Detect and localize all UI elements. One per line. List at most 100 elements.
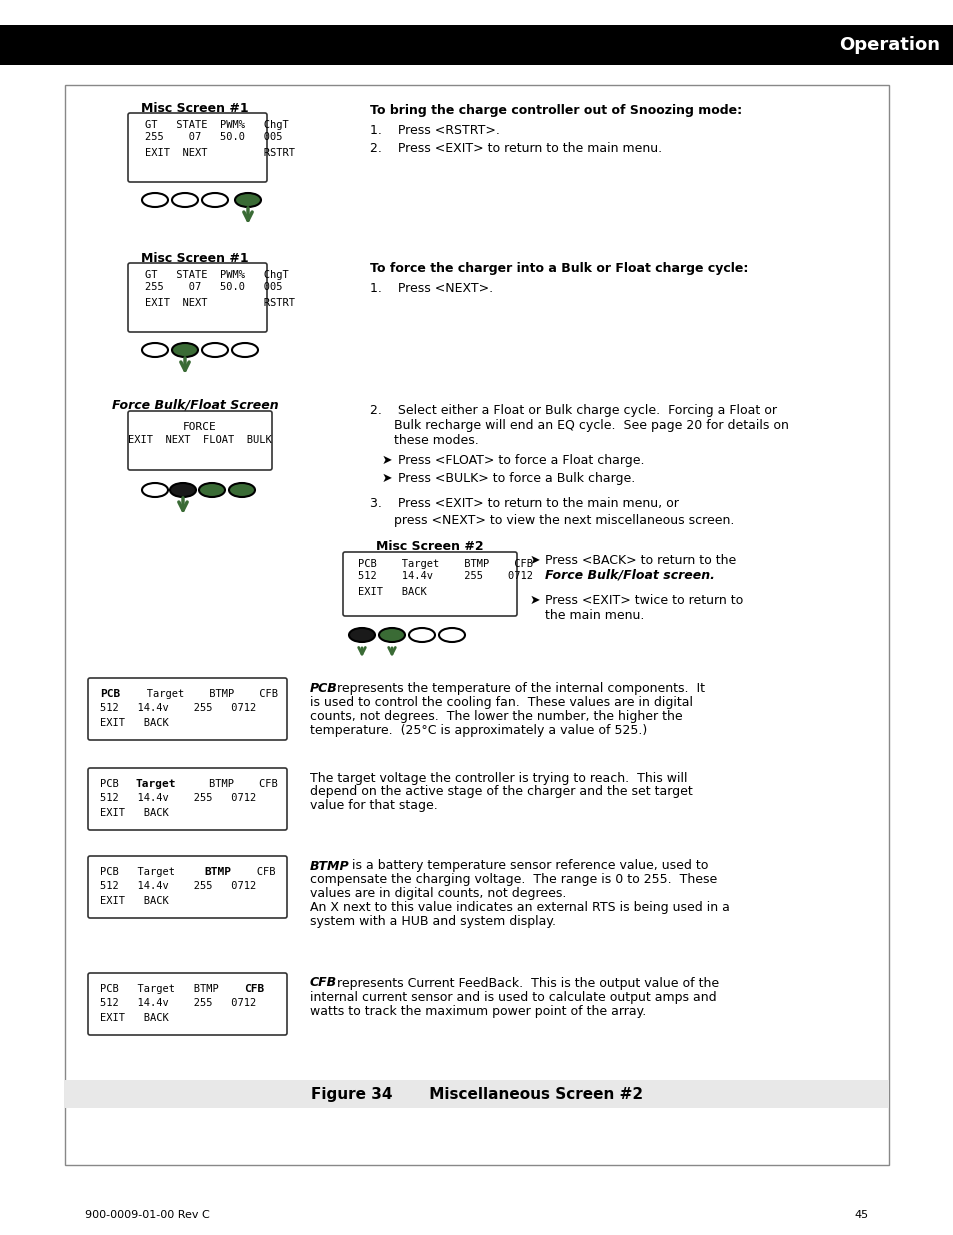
Text: PCB    Target    BTMP    CFB: PCB Target BTMP CFB: [357, 559, 533, 569]
Text: represents Current FeedBack.  This is the output value of the: represents Current FeedBack. This is the…: [333, 977, 719, 989]
Ellipse shape: [202, 193, 228, 207]
Text: Misc Screen #1: Misc Screen #1: [141, 252, 249, 264]
Ellipse shape: [232, 343, 257, 357]
Text: 255    07   50.0   005: 255 07 50.0 005: [145, 132, 282, 142]
Text: depend on the active stage of the charger and the set target: depend on the active stage of the charge…: [310, 785, 692, 799]
Text: 1.    Press <RSTRT>.: 1. Press <RSTRT>.: [370, 124, 499, 137]
Text: EXIT   BACK: EXIT BACK: [100, 718, 169, 727]
Text: PCB   Target: PCB Target: [100, 867, 193, 877]
Text: 45: 45: [854, 1210, 868, 1220]
Text: Force Bulk/Float Screen: Force Bulk/Float Screen: [112, 399, 278, 411]
Bar: [0, 25, 953, 65]
Bar: [65, 1079, 888, 1108]
Ellipse shape: [142, 483, 168, 496]
Ellipse shape: [378, 629, 405, 642]
Text: EXIT   BACK: EXIT BACK: [100, 1013, 169, 1023]
Text: EXIT  NEXT         RSTRT: EXIT NEXT RSTRT: [145, 148, 294, 158]
Text: Force Bulk/Float screen.: Force Bulk/Float screen.: [544, 568, 714, 582]
Text: ➤: ➤: [530, 553, 540, 567]
Text: internal current sensor and is used to calculate output amps and: internal current sensor and is used to c…: [310, 990, 716, 1004]
Text: BTMP: BTMP: [310, 860, 349, 872]
Text: CFB: CFB: [310, 977, 336, 989]
Ellipse shape: [202, 343, 228, 357]
Text: Press <EXIT> twice to return to: Press <EXIT> twice to return to: [544, 594, 742, 606]
Text: PCB   Target   BTMP: PCB Target BTMP: [100, 984, 237, 994]
Text: is used to control the cooling fan.  These values are in digital: is used to control the cooling fan. Thes…: [310, 695, 692, 709]
FancyBboxPatch shape: [128, 411, 272, 471]
FancyBboxPatch shape: [88, 856, 287, 918]
Text: CFB: CFB: [244, 984, 264, 994]
Text: PCB: PCB: [100, 689, 120, 699]
Text: PCB: PCB: [100, 779, 137, 789]
Ellipse shape: [234, 193, 261, 207]
FancyBboxPatch shape: [88, 973, 287, 1035]
Text: 255    07   50.0   005: 255 07 50.0 005: [145, 282, 282, 291]
Text: BTMP    CFB: BTMP CFB: [184, 779, 277, 789]
Ellipse shape: [438, 629, 464, 642]
Text: ➤: ➤: [381, 453, 392, 467]
Text: FORCE: FORCE: [183, 422, 216, 432]
Text: 512   14.4v    255   0712: 512 14.4v 255 0712: [100, 703, 256, 713]
Text: is a battery temperature sensor reference value, used to: is a battery temperature sensor referenc…: [348, 860, 708, 872]
Ellipse shape: [409, 629, 435, 642]
Ellipse shape: [349, 629, 375, 642]
Text: EXIT   BACK: EXIT BACK: [100, 808, 169, 818]
Text: CFB: CFB: [237, 867, 275, 877]
Text: Operation: Operation: [838, 36, 939, 54]
Text: represents the temperature of the internal components.  It: represents the temperature of the intern…: [333, 682, 704, 694]
Text: ➤: ➤: [530, 594, 540, 606]
Text: values are in digital counts, not degrees.: values are in digital counts, not degree…: [310, 888, 566, 900]
Text: 512   14.4v    255   0712: 512 14.4v 255 0712: [100, 998, 256, 1008]
Text: 900-0009-01-00 Rev C: 900-0009-01-00 Rev C: [85, 1210, 210, 1220]
Ellipse shape: [142, 193, 168, 207]
Text: Figure 34       Miscellaneous Screen #2: Figure 34 Miscellaneous Screen #2: [311, 1087, 642, 1102]
FancyBboxPatch shape: [88, 678, 287, 740]
Text: Bulk recharge will end an EQ cycle.  See page 20 for details on: Bulk recharge will end an EQ cycle. See …: [370, 419, 788, 431]
Text: Press <FLOAT> to force a Float charge.: Press <FLOAT> to force a Float charge.: [397, 453, 644, 467]
Text: Misc Screen #2: Misc Screen #2: [375, 540, 483, 552]
Text: watts to track the maximum power point of the array.: watts to track the maximum power point o…: [310, 1004, 645, 1018]
Text: EXIT   BACK: EXIT BACK: [100, 897, 169, 906]
FancyBboxPatch shape: [88, 768, 287, 830]
Text: press <NEXT> to view the next miscellaneous screen.: press <NEXT> to view the next miscellane…: [370, 514, 734, 526]
Text: these modes.: these modes.: [370, 433, 478, 447]
Text: Press <BULK> to force a Bulk charge.: Press <BULK> to force a Bulk charge.: [397, 472, 635, 484]
Text: PCB: PCB: [310, 682, 337, 694]
Text: GT   STATE  PWM%   ChgT: GT STATE PWM% ChgT: [145, 270, 289, 280]
Ellipse shape: [170, 483, 195, 496]
Ellipse shape: [172, 193, 198, 207]
FancyBboxPatch shape: [343, 552, 517, 616]
Ellipse shape: [229, 483, 254, 496]
Text: The target voltage the controller is trying to reach.  This will: The target voltage the controller is try…: [310, 772, 687, 784]
FancyBboxPatch shape: [128, 112, 267, 182]
Text: Target    BTMP    CFB: Target BTMP CFB: [128, 689, 277, 699]
Text: temperature.  (25°C is approximately a value of 525.): temperature. (25°C is approximately a va…: [310, 724, 646, 736]
Text: Misc Screen #1: Misc Screen #1: [141, 101, 249, 115]
Text: 512   14.4v    255   0712: 512 14.4v 255 0712: [100, 881, 256, 890]
Text: EXIT  NEXT  FLOAT  BULK: EXIT NEXT FLOAT BULK: [128, 435, 272, 445]
FancyBboxPatch shape: [65, 85, 888, 1165]
Text: EXIT   BACK: EXIT BACK: [357, 587, 426, 597]
Text: 1.    Press <NEXT>.: 1. Press <NEXT>.: [370, 282, 493, 294]
Text: value for that stage.: value for that stage.: [310, 799, 437, 813]
Text: 512   14.4v    255   0712: 512 14.4v 255 0712: [100, 793, 256, 803]
Text: 2.    Press <EXIT> to return to the main menu.: 2. Press <EXIT> to return to the main me…: [370, 142, 661, 154]
Text: Target: Target: [136, 779, 176, 789]
Ellipse shape: [199, 483, 225, 496]
Text: ➤: ➤: [381, 472, 392, 484]
Text: To bring the charge controller out of Snoozing mode:: To bring the charge controller out of Sn…: [370, 104, 741, 116]
Text: compensate the charging voltage.  The range is 0 to 255.  These: compensate the charging voltage. The ran…: [310, 873, 717, 887]
Text: system with a HUB and system display.: system with a HUB and system display.: [310, 915, 556, 929]
Text: Press <BACK> to return to the: Press <BACK> to return to the: [544, 553, 736, 567]
FancyBboxPatch shape: [128, 263, 267, 332]
Ellipse shape: [142, 343, 168, 357]
Text: counts, not degrees.  The lower the number, the higher the: counts, not degrees. The lower the numbe…: [310, 709, 682, 722]
Text: An X next to this value indicates an external RTS is being used in a: An X next to this value indicates an ext…: [310, 902, 729, 914]
Text: 2.    Select either a Float or Bulk charge cycle.  Forcing a Float or: 2. Select either a Float or Bulk charge …: [370, 404, 776, 416]
Ellipse shape: [172, 343, 198, 357]
Text: BTMP: BTMP: [204, 867, 231, 877]
Text: 3.    Press <EXIT> to return to the main menu, or: 3. Press <EXIT> to return to the main me…: [370, 496, 679, 510]
Text: GT   STATE  PWM%   ChgT: GT STATE PWM% ChgT: [145, 120, 289, 130]
Text: 512    14.4v     255    0712: 512 14.4v 255 0712: [357, 571, 533, 580]
Text: EXIT  NEXT         RSTRT: EXIT NEXT RSTRT: [145, 298, 294, 308]
